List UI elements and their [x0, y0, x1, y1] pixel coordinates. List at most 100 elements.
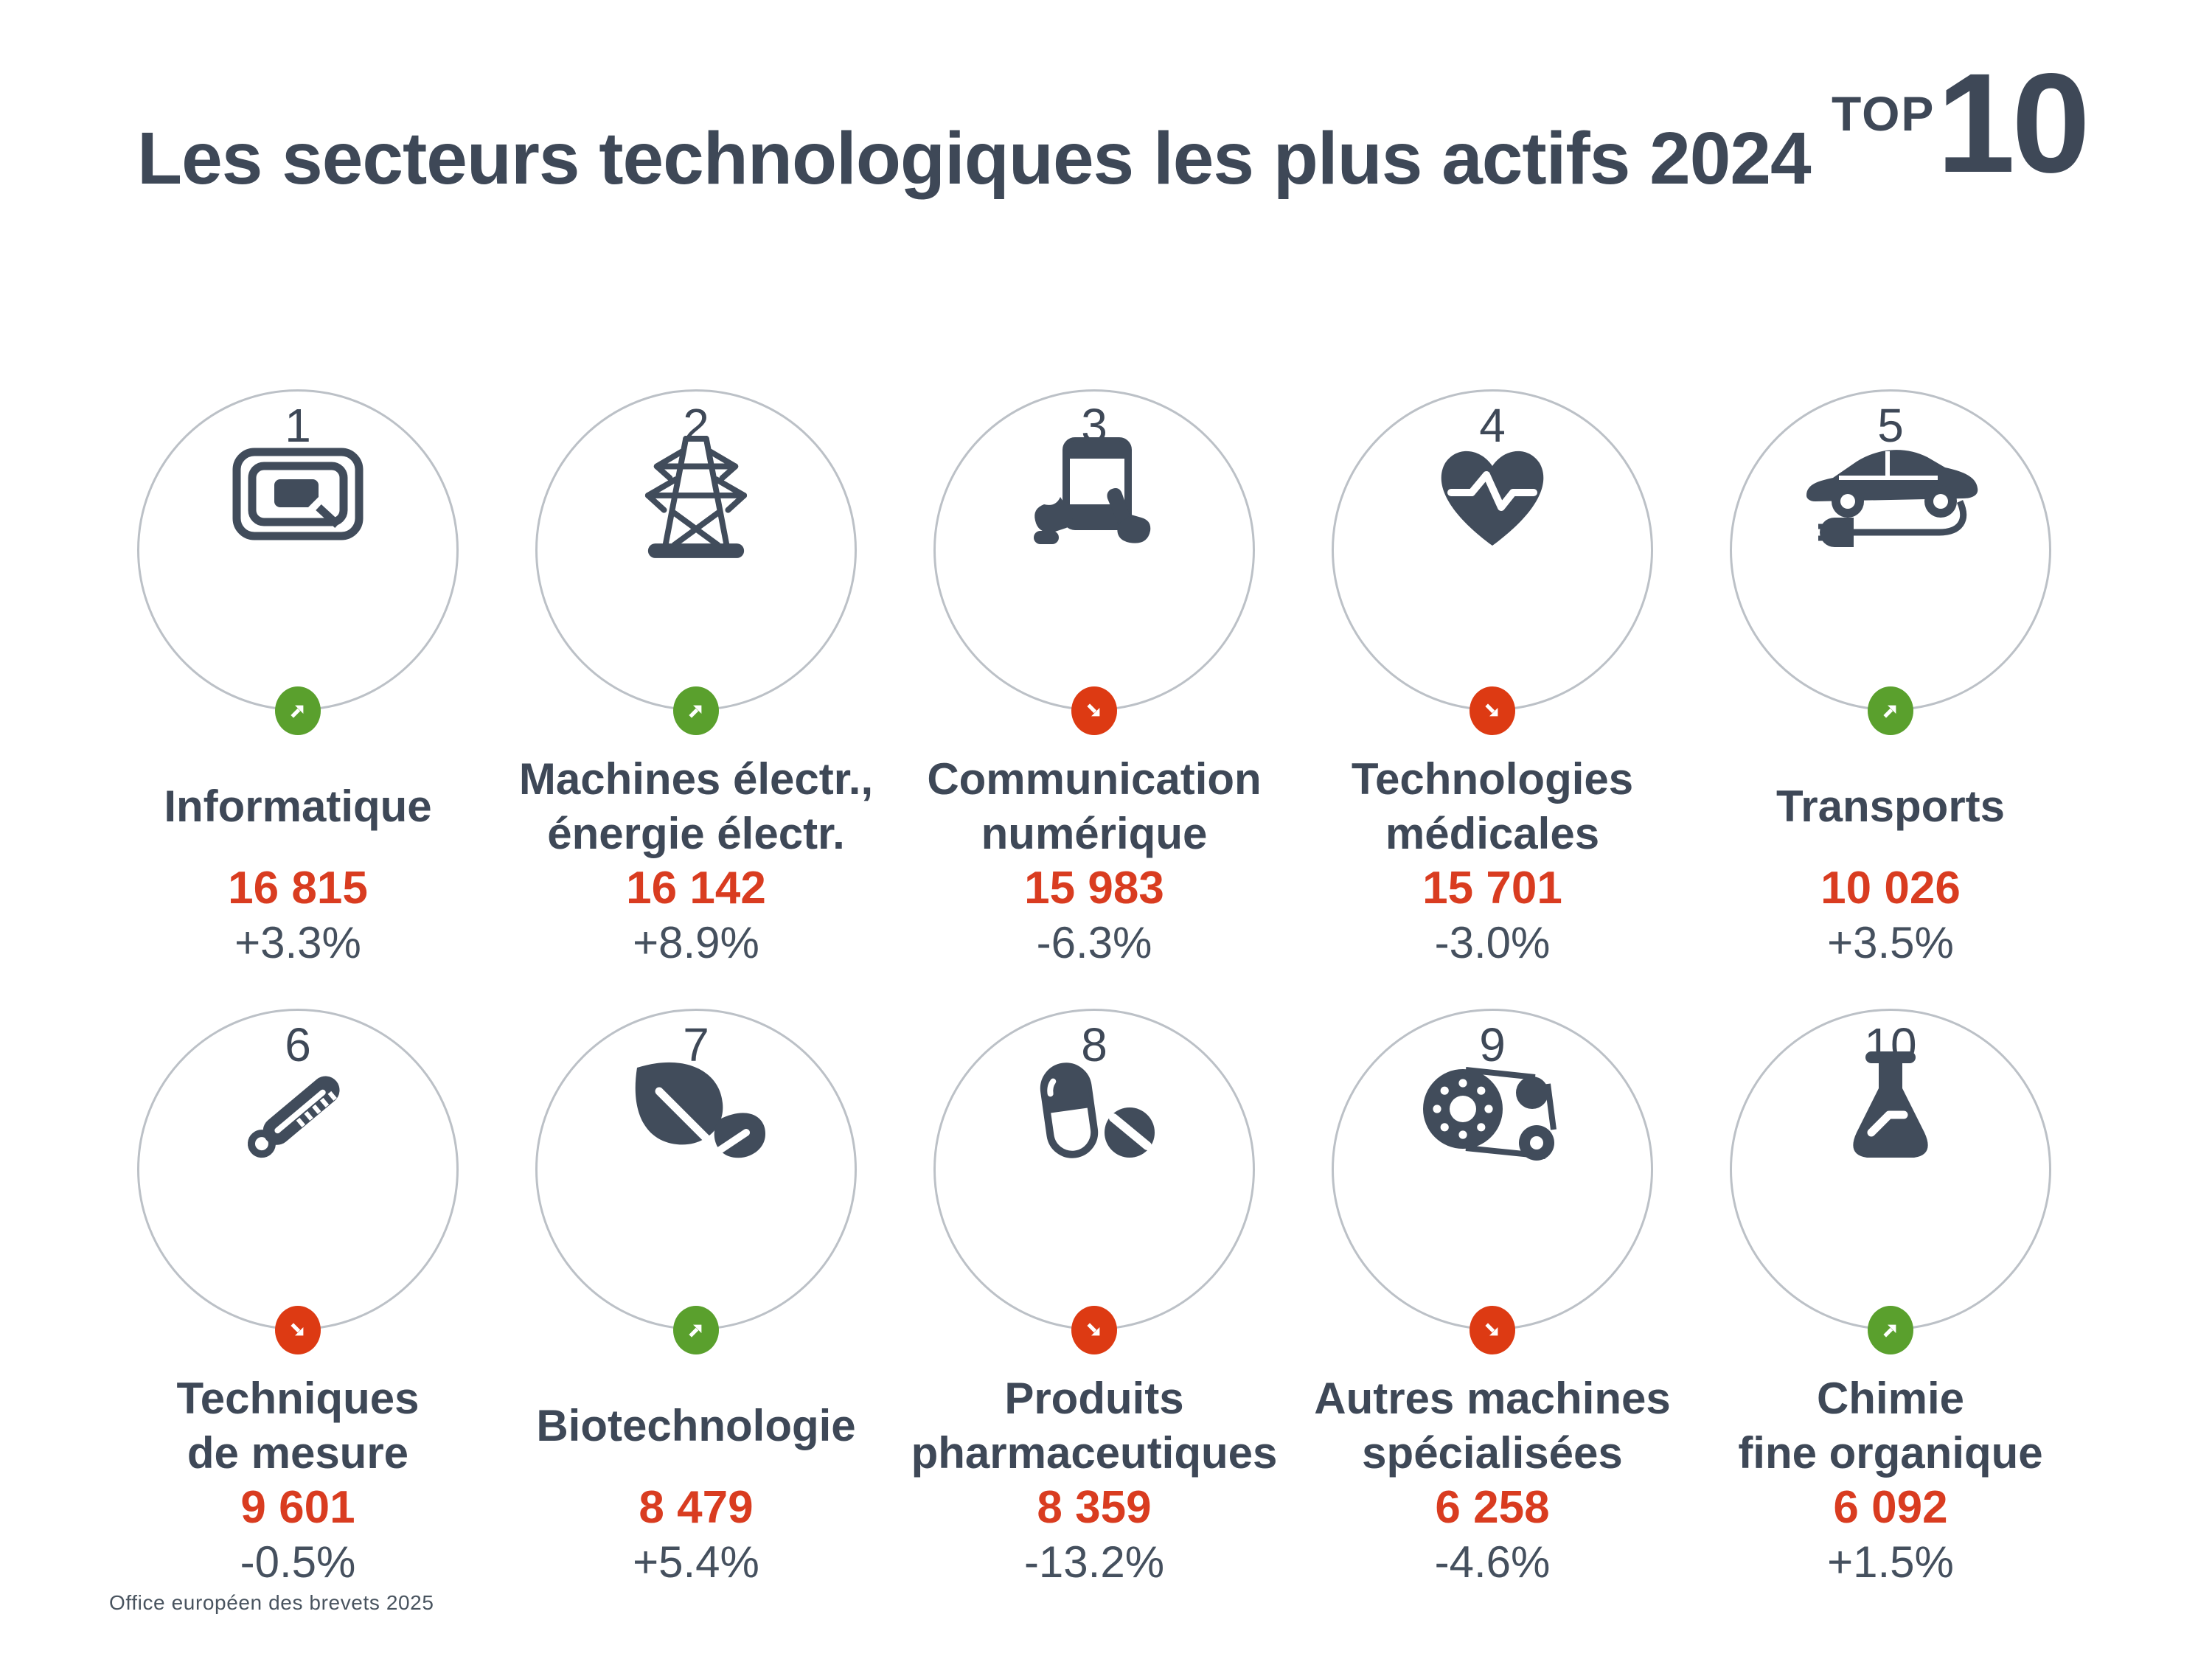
trend-badge [673, 1306, 719, 1354]
rank-number: 5 [1877, 399, 1904, 452]
circle-outline [137, 389, 459, 711]
sector-change: +3.3% [234, 918, 361, 967]
sector-label: Produits pharmaceutiques [911, 1374, 1278, 1478]
rank-number: 7 [683, 1018, 709, 1071]
sector-change: -13.2% [1023, 1537, 1165, 1587]
trend-arrow-icon [1087, 703, 1100, 717]
trend-arrow-icon [1485, 703, 1498, 717]
sector-circle: 1 [137, 389, 459, 735]
circle-outline [137, 1009, 459, 1330]
sector-card-biotechnologie: 7 Biotechnologie 8 479 +5.4% [497, 1009, 895, 1628]
trend-badge [275, 1306, 321, 1354]
belt-drive-icon [1332, 1041, 1653, 1186]
sector-text: Communication numérique 15 983 -6.3% [927, 752, 1261, 970]
trend-badge [673, 686, 719, 735]
circle-outline [535, 1009, 857, 1330]
top10-number: 10 [1936, 44, 2090, 202]
sector-card-informatique: 1 Informatique 16 815 +3.3% [99, 389, 497, 1009]
leaves-icon [535, 1041, 857, 1186]
sector-change: -3.0% [1434, 918, 1551, 967]
top10-word: TOP [1831, 86, 1935, 141]
sector-value: 15 701 [1422, 863, 1562, 914]
rank-number: 4 [1479, 399, 1506, 452]
trend-badge [1868, 686, 1913, 735]
sector-text: Autres machines spécialisées 6 258 -4.6% [1314, 1371, 1671, 1590]
trend-arrow-icon [1883, 1324, 1896, 1338]
trend-badge [1470, 686, 1515, 735]
sector-card-transports: 5 Tra [1691, 389, 2090, 1009]
sector-label: Techniques de mesure [176, 1374, 420, 1478]
page-title: Les secteurs technologiques les plus act… [137, 117, 1812, 200]
tablet-touch-icon [933, 422, 1255, 566]
sector-change: -6.3% [1036, 918, 1152, 967]
sector-circle: 6 [137, 1009, 459, 1354]
trend-arrow-icon [1883, 705, 1896, 718]
rank-number: 6 [285, 1018, 311, 1071]
trend-badge [1868, 1306, 1913, 1354]
sector-change: +1.5% [1827, 1537, 1954, 1587]
sector-value: 9 601 [240, 1482, 355, 1533]
trend-badge [1071, 1306, 1117, 1354]
circle-outline [1730, 1009, 2051, 1330]
sector-card-autres-machines-specialisees: 9 [1293, 1009, 1691, 1628]
sector-text: Chimie fine organique 6 092 +1.5% [1738, 1371, 2042, 1590]
heart-pulse-icon [1332, 422, 1653, 566]
sector-value: 15 983 [1024, 863, 1164, 914]
sector-change: +8.9% [633, 918, 759, 967]
sector-label: Biotechnologie [536, 1401, 856, 1450]
source-credit: Office européen des brevets 2025 [109, 1591, 434, 1614]
trend-badge [1071, 686, 1117, 735]
sector-card-technologies-medicales: 4 Technologies médicales 15 701 -3.0% [1293, 389, 1691, 1009]
sector-card-techniques-de-mesure: 6 [99, 1009, 497, 1628]
rank-number: 1 [285, 399, 311, 452]
sector-circle: 9 [1332, 1009, 1653, 1354]
sector-text: Produits pharmaceutiques 8 359 -13.2% [911, 1371, 1278, 1590]
sector-value: 8 479 [639, 1482, 754, 1533]
sector-label: Informatique [164, 782, 432, 831]
sector-value: 6 092 [1833, 1482, 1948, 1533]
sector-value: 16 142 [626, 863, 766, 914]
sector-card-produits-pharmaceutiques: 8 Produits p [895, 1009, 1293, 1628]
top10-badge: TOP 10 [1831, 44, 2090, 202]
sector-text: Techniques de mesure 9 601 -0.5% [177, 1371, 420, 1590]
rfid-chip-icon [137, 422, 459, 566]
electric-car-icon [1730, 422, 2051, 566]
sector-text: Informatique 16 815 +3.3% [164, 752, 431, 970]
sector-circle: 4 [1332, 389, 1653, 735]
sector-text: Biotechnologie 8 479 +5.4% [536, 1371, 855, 1590]
sector-circle: 8 [933, 1009, 1255, 1354]
circle-outline [1332, 389, 1653, 711]
thermometer-icon [137, 1041, 459, 1186]
sector-circle: 7 [535, 1009, 857, 1354]
trend-arrow-icon [291, 705, 304, 718]
trend-arrow-icon [689, 1324, 702, 1338]
sector-label: Chimie fine organique [1738, 1374, 2043, 1478]
sector-value: 8 359 [1037, 1482, 1152, 1533]
trend-arrow-icon [1087, 1323, 1100, 1336]
trend-badge [275, 686, 321, 735]
trend-arrow-icon [291, 1323, 304, 1336]
sector-value: 10 026 [1820, 863, 1961, 914]
sector-card-chimie-fine-organique: 10 Chimie fine organique 6 092 +1.5% [1691, 1009, 2090, 1628]
trend-badge [1470, 1306, 1515, 1354]
trend-arrow-icon [1485, 1323, 1498, 1336]
sector-card-machines-electriques: 2 Machines [497, 389, 895, 1009]
sector-text: Transports 10 026 +3.5% [1776, 752, 2005, 970]
sector-change: +3.5% [1827, 918, 1954, 967]
sector-grid: 1 Informatique 16 815 +3.3% [99, 389, 2090, 1628]
circle-outline [1332, 1009, 1653, 1330]
power-pylon-icon [535, 422, 857, 566]
rank-number: 9 [1479, 1018, 1506, 1071]
sector-value: 6 258 [1435, 1482, 1550, 1533]
sector-circle: 5 [1730, 389, 2051, 735]
sector-circle: 3 [933, 389, 1255, 735]
sector-label: Machines électr., énergie électr. [518, 754, 874, 858]
sector-circle: 2 [535, 389, 857, 735]
sector-value: 16 815 [228, 863, 368, 914]
rank-number: 8 [1081, 1018, 1107, 1071]
sector-change: -0.5% [240, 1537, 356, 1587]
trend-arrow-icon [689, 705, 702, 718]
sector-circle: 10 [1730, 1009, 2051, 1354]
sector-label: Transports [1775, 782, 2006, 831]
